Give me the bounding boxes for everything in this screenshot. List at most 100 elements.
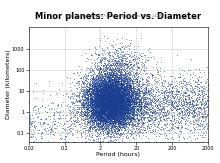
Point: [117, 106, 121, 108]
Point: [77, 120, 81, 122]
Point: [109, 115, 113, 118]
Point: [190, 107, 193, 109]
Point: [111, 90, 115, 93]
Point: [186, 127, 190, 130]
Point: [89, 114, 93, 117]
Point: [104, 89, 107, 92]
Point: [141, 105, 144, 107]
Point: [182, 102, 185, 104]
Point: [90, 120, 94, 123]
Point: [179, 127, 183, 130]
Point: [118, 113, 121, 116]
Point: [111, 110, 114, 113]
Point: [85, 94, 89, 96]
Point: [107, 100, 111, 103]
Point: [49, 131, 53, 133]
Point: [103, 90, 107, 93]
Point: [140, 90, 144, 93]
Point: [106, 82, 109, 85]
Point: [125, 60, 129, 62]
Point: [105, 96, 108, 99]
Point: [132, 131, 136, 134]
Point: [106, 109, 110, 111]
Point: [92, 116, 96, 119]
Point: [105, 85, 108, 88]
Point: [108, 119, 112, 122]
Point: [125, 88, 128, 91]
Point: [115, 91, 119, 94]
Point: [115, 92, 119, 94]
Point: [110, 93, 113, 96]
Point: [123, 118, 126, 120]
Point: [114, 106, 118, 109]
Point: [99, 101, 103, 103]
Point: [120, 96, 124, 99]
Point: [117, 124, 121, 126]
Point: [186, 81, 190, 83]
Point: [131, 86, 135, 89]
Point: [83, 75, 86, 77]
Point: [114, 100, 118, 103]
Point: [182, 107, 185, 110]
Point: [84, 107, 88, 109]
Point: [82, 86, 86, 89]
Point: [106, 96, 110, 98]
Point: [89, 82, 92, 85]
Point: [106, 89, 110, 92]
Point: [166, 111, 169, 113]
Point: [120, 93, 124, 96]
Point: [111, 100, 115, 102]
Point: [86, 119, 90, 121]
Point: [115, 99, 119, 101]
Point: [134, 102, 138, 104]
Point: [94, 101, 98, 104]
Point: [111, 92, 114, 94]
Point: [117, 110, 120, 112]
Point: [103, 75, 107, 78]
Point: [201, 92, 204, 94]
Point: [73, 125, 77, 127]
Point: [130, 79, 134, 82]
Point: [94, 117, 98, 120]
Point: [109, 77, 112, 79]
Point: [109, 106, 113, 109]
Point: [94, 104, 98, 106]
Point: [106, 98, 110, 101]
Point: [104, 85, 108, 87]
Point: [118, 93, 122, 95]
Point: [132, 90, 136, 92]
Point: [107, 111, 111, 113]
Point: [130, 113, 134, 116]
Point: [97, 119, 101, 122]
Point: [183, 109, 187, 111]
Point: [93, 109, 96, 112]
Point: [102, 78, 106, 81]
Point: [134, 111, 138, 113]
Point: [109, 104, 112, 107]
Point: [202, 120, 205, 123]
Point: [96, 76, 99, 78]
Point: [125, 100, 128, 103]
Point: [115, 113, 119, 115]
Point: [117, 110, 120, 112]
Point: [111, 99, 115, 102]
Point: [102, 122, 105, 125]
Point: [119, 86, 123, 88]
Point: [104, 116, 108, 118]
Point: [150, 131, 154, 134]
Point: [109, 85, 113, 87]
Point: [100, 79, 103, 82]
Point: [122, 94, 126, 96]
Point: [139, 87, 143, 90]
Point: [118, 103, 122, 105]
Point: [117, 98, 120, 101]
Point: [131, 117, 135, 119]
Point: [109, 104, 112, 107]
Point: [109, 105, 113, 108]
Point: [114, 49, 117, 51]
Point: [105, 81, 109, 83]
Point: [96, 92, 99, 95]
Point: [89, 98, 92, 101]
Point: [106, 105, 110, 108]
Point: [123, 96, 126, 98]
